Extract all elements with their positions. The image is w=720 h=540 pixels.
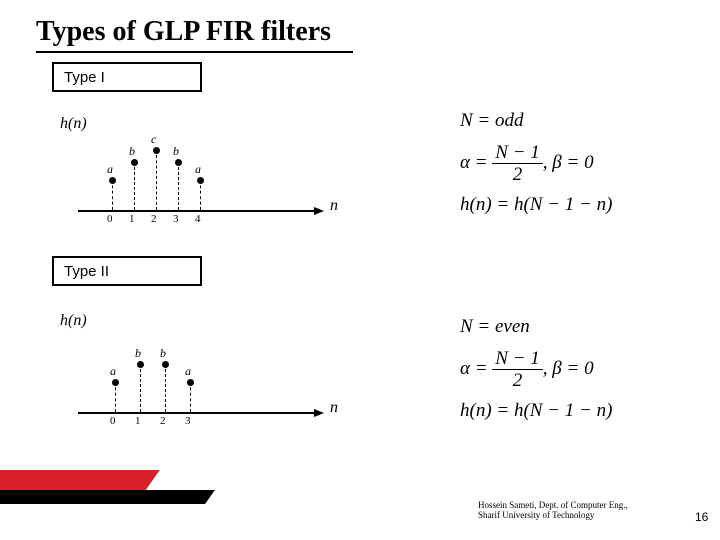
type2-eq-n: N = even: [460, 316, 530, 338]
lollipop: [109, 177, 116, 184]
tick-label: 0: [107, 213, 113, 225]
type1-eq-n: N = odd: [460, 110, 524, 132]
title-underline: [36, 51, 353, 53]
tick-label: 3: [185, 415, 191, 427]
type2-eq-alpha: α = N − 12, β = 0: [460, 349, 594, 390]
lollipop: [131, 159, 138, 166]
value-label: a: [185, 364, 191, 379]
type2-label: Type II: [64, 263, 109, 280]
value-label: a: [110, 364, 116, 379]
stem: [165, 364, 166, 412]
page-number: 16: [695, 510, 708, 524]
value-label: a: [195, 162, 201, 177]
type1-ylabel: h(n): [60, 115, 87, 133]
lollipop: [137, 361, 144, 368]
stem: [134, 162, 135, 210]
lollipop: [187, 379, 194, 386]
tick-label: 0: [110, 415, 116, 427]
tick-label: 3: [173, 213, 179, 225]
type2-box: Type II: [52, 256, 202, 286]
type2-axis-arrow: [314, 409, 324, 417]
value-label: a: [107, 162, 113, 177]
tick-label: 1: [129, 213, 135, 225]
stem: [112, 180, 113, 210]
type1-eq-alpha: α = N − 12, β = 0: [460, 143, 594, 184]
type1-box: Type I: [52, 62, 202, 92]
type2-axis: [78, 412, 316, 414]
stem: [156, 150, 157, 210]
credit-line1: Hossein Sameti, Dept. of Computer Eng.,: [478, 500, 678, 510]
type1-axis: [78, 210, 316, 212]
lollipop: [112, 379, 119, 386]
stem: [190, 382, 191, 412]
footer-credit: Hossein Sameti, Dept. of Computer Eng., …: [478, 500, 678, 521]
value-label: c: [151, 132, 156, 147]
lollipop: [162, 361, 169, 368]
value-label: b: [129, 144, 135, 159]
type2-ylabel: h(n): [60, 312, 87, 330]
tick-label: 2: [151, 213, 157, 225]
stem: [200, 180, 201, 210]
lollipop: [197, 177, 204, 184]
type1-label: Type I: [64, 69, 105, 86]
stem: [140, 364, 141, 412]
footer-black-stripe: [0, 490, 215, 504]
type2-eq-symm: h(n) = h(N − 1 − n): [460, 400, 612, 422]
tick-label: 2: [160, 415, 166, 427]
tick-label: 4: [195, 213, 201, 225]
type1-eq-symm: h(n) = h(N − 1 − n): [460, 194, 612, 216]
type2-xlabel: n: [330, 399, 338, 417]
type1-axis-arrow: [314, 207, 324, 215]
tick-label: 1: [135, 415, 141, 427]
credit-line2: Sharif University of Technology: [478, 510, 678, 520]
value-label: b: [173, 144, 179, 159]
type1-xlabel: n: [330, 197, 338, 215]
value-label: b: [160, 346, 166, 361]
page-title: Types of GLP FIR filters: [36, 16, 331, 48]
value-label: b: [135, 346, 141, 361]
lollipop: [153, 147, 160, 154]
lollipop: [175, 159, 182, 166]
stem: [115, 382, 116, 412]
stem: [178, 162, 179, 210]
